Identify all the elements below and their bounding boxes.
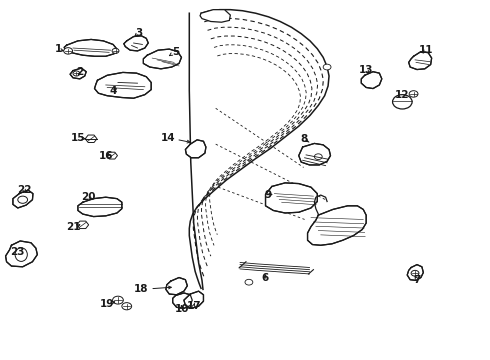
Text: 11: 11 [418,45,433,55]
Text: 2: 2 [76,67,83,77]
Text: 9: 9 [265,190,272,200]
Text: 22: 22 [17,185,31,195]
Circle shape [323,64,331,70]
Text: 17: 17 [186,301,201,311]
Polygon shape [185,140,206,158]
Text: 8: 8 [300,134,307,144]
Polygon shape [78,197,122,217]
Text: 1: 1 [55,45,62,54]
Text: 19: 19 [100,299,114,309]
Polygon shape [13,190,33,208]
Polygon shape [200,10,230,22]
Text: 15: 15 [71,133,85,143]
Text: 20: 20 [81,192,96,202]
Text: 10: 10 [175,304,190,314]
Polygon shape [77,221,89,229]
Polygon shape [409,51,432,69]
Polygon shape [308,206,366,245]
Polygon shape [64,40,117,56]
Circle shape [392,95,412,109]
Polygon shape [184,291,203,309]
Text: 4: 4 [109,86,117,96]
Circle shape [73,71,80,76]
Text: 23: 23 [11,247,25,257]
Polygon shape [144,49,181,69]
Circle shape [315,154,322,159]
Text: 3: 3 [135,28,142,38]
Polygon shape [189,11,206,289]
Polygon shape [70,68,86,79]
Circle shape [409,91,418,97]
Text: 7: 7 [413,275,421,285]
Polygon shape [5,241,37,267]
Text: 12: 12 [395,90,410,100]
Text: 21: 21 [66,222,80,232]
Circle shape [64,48,73,54]
Polygon shape [299,143,331,165]
Circle shape [122,303,132,310]
Circle shape [112,48,119,53]
Polygon shape [166,278,187,295]
Circle shape [245,279,253,285]
Polygon shape [124,36,148,51]
Circle shape [411,270,419,276]
Circle shape [113,296,123,304]
Polygon shape [172,293,192,309]
Polygon shape [266,183,318,213]
Polygon shape [85,135,97,143]
Polygon shape [95,72,151,98]
Polygon shape [407,265,423,280]
Polygon shape [107,152,118,159]
Text: 16: 16 [98,150,113,161]
Text: 5: 5 [172,46,179,57]
Text: 18: 18 [134,284,148,294]
Text: 14: 14 [161,133,175,143]
Text: 13: 13 [359,64,373,75]
Text: 6: 6 [261,273,268,283]
Polygon shape [361,72,382,89]
